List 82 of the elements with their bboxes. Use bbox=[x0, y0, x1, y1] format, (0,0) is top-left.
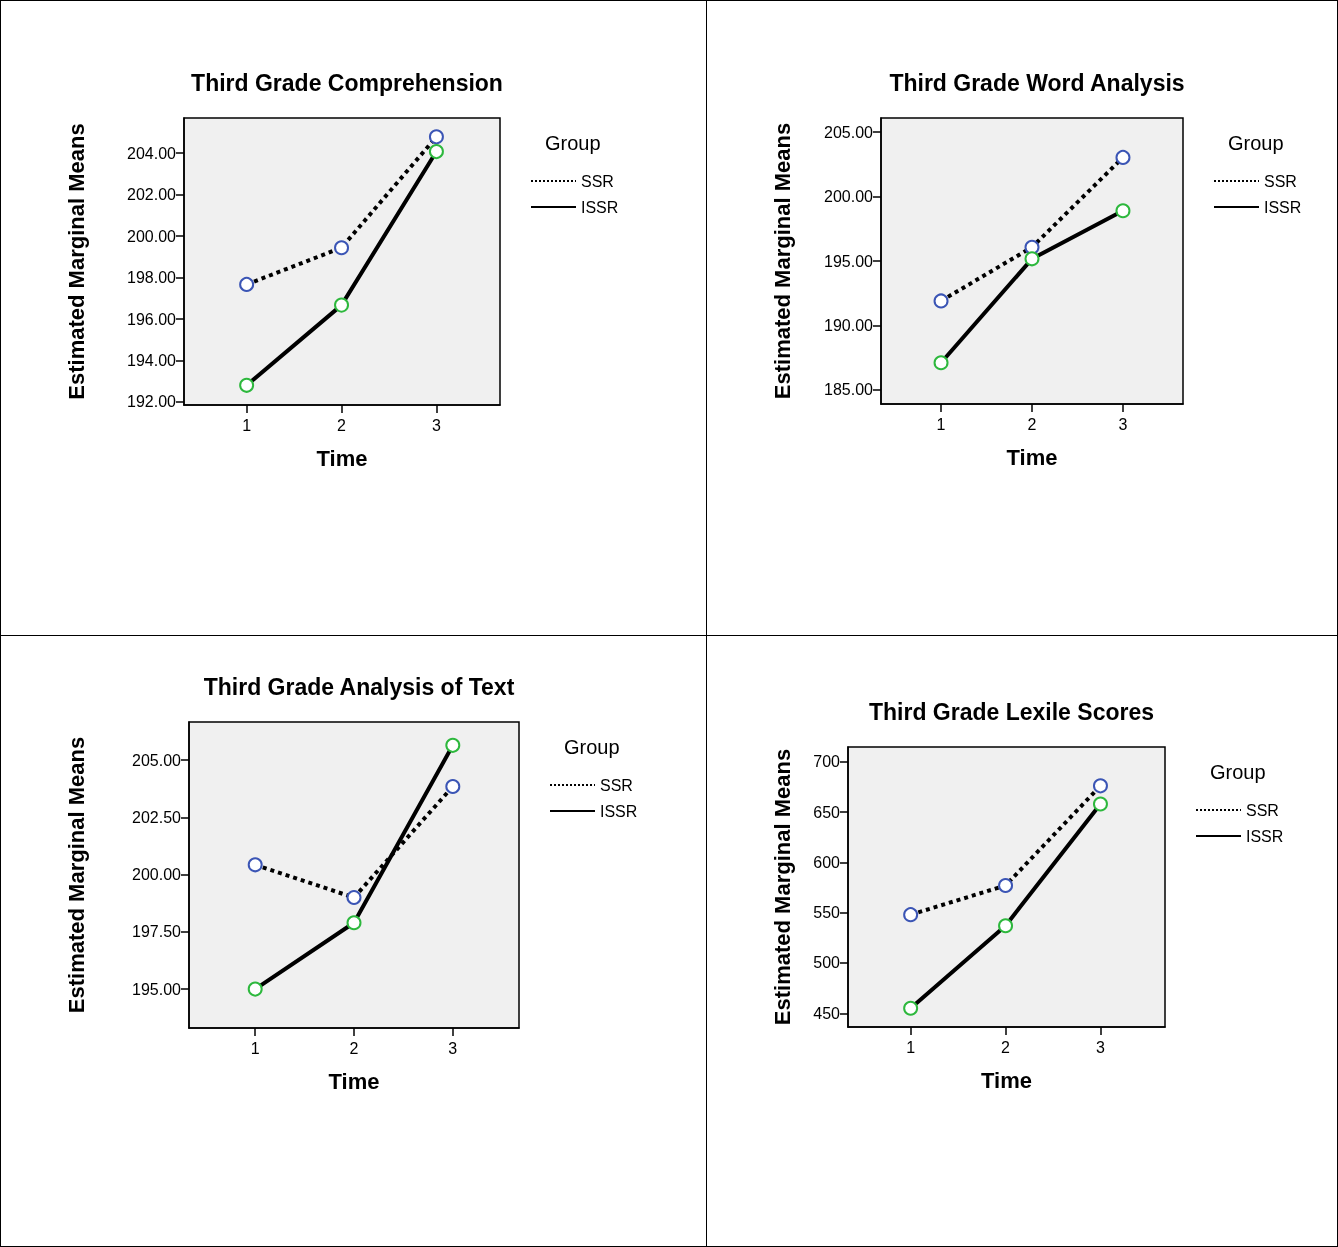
point bbox=[334, 297, 350, 313]
y-tick-label: 195.00 bbox=[824, 252, 874, 270]
point bbox=[1092, 778, 1108, 794]
legend-label: SSR bbox=[581, 172, 614, 190]
point bbox=[445, 737, 461, 753]
point bbox=[428, 144, 444, 160]
legend-label: SSR bbox=[600, 776, 633, 794]
y-axis-title: Estimated Marginal Means bbox=[769, 748, 795, 1026]
legend-label: ISSR bbox=[1264, 198, 1302, 216]
point bbox=[933, 293, 949, 309]
chart-title: Third Grade Lexile Scores bbox=[868, 698, 1155, 725]
y-tick-label: 700 bbox=[813, 753, 841, 771]
legend-label: ISSR bbox=[581, 198, 619, 216]
point bbox=[998, 918, 1014, 934]
point bbox=[1092, 796, 1108, 812]
chart-title: Third Grade Word Analysis bbox=[889, 69, 1185, 96]
x-axis-title: Time bbox=[316, 445, 368, 471]
y-tick-label: 190.00 bbox=[824, 316, 874, 334]
x-tick-label: 3 bbox=[1096, 1038, 1106, 1056]
y-tick-label: 500 bbox=[813, 954, 841, 972]
y-tick-label: 198.00 bbox=[127, 269, 177, 287]
y-tick-label: 195.00 bbox=[132, 980, 182, 998]
y-tick-label: 185.00 bbox=[824, 381, 874, 399]
y-tick-label: 197.50 bbox=[132, 923, 182, 941]
x-tick-label: 2 bbox=[337, 416, 347, 434]
chart-title: Third Grade Comprehension bbox=[191, 69, 503, 96]
y-tick-label: 196.00 bbox=[127, 310, 177, 328]
point bbox=[239, 377, 255, 393]
y-tick-label: 200.00 bbox=[127, 227, 177, 245]
point bbox=[445, 779, 461, 795]
legend-title: Group bbox=[545, 132, 601, 154]
y-tick-label: 192.00 bbox=[127, 393, 177, 411]
legend-label: ISSR bbox=[600, 802, 638, 820]
x-tick-label: 1 bbox=[242, 416, 252, 434]
x-axis-title: Time bbox=[981, 1067, 1032, 1093]
point bbox=[1024, 251, 1040, 267]
x-axis-title: Time bbox=[1006, 444, 1058, 470]
legend-title: Group bbox=[1210, 761, 1266, 783]
x-tick-label: 1 bbox=[906, 1038, 916, 1056]
point bbox=[239, 276, 255, 292]
x-tick-label: 3 bbox=[1118, 415, 1128, 433]
y-tick-label: 200.00 bbox=[824, 188, 874, 206]
x-axis-title: Time bbox=[328, 1068, 380, 1094]
y-tick-label: 205.00 bbox=[824, 123, 874, 141]
y-tick-label: 205.00 bbox=[132, 751, 182, 769]
point bbox=[998, 877, 1014, 893]
x-tick-label: 2 bbox=[1001, 1038, 1011, 1056]
point bbox=[346, 890, 362, 906]
y-tick-label: 202.00 bbox=[127, 186, 177, 204]
x-tick-label: 2 bbox=[349, 1039, 359, 1057]
y-tick-label: 194.00 bbox=[127, 351, 177, 369]
legend-label: SSR bbox=[1246, 801, 1279, 819]
x-tick-label: 3 bbox=[431, 416, 441, 434]
x-tick-label: 3 bbox=[448, 1039, 458, 1057]
point bbox=[1115, 203, 1131, 219]
y-tick-label: 200.00 bbox=[132, 866, 182, 884]
point bbox=[346, 915, 362, 931]
x-tick-label: 1 bbox=[936, 415, 946, 433]
legend-label: SSR bbox=[1264, 172, 1297, 190]
y-axis-title: Estimated Marginal Means bbox=[63, 736, 89, 1014]
point bbox=[933, 355, 949, 371]
point bbox=[334, 240, 350, 256]
y-tick-label: 204.00 bbox=[127, 144, 177, 162]
y-axis-title: Estimated Marginal Means bbox=[769, 122, 795, 400]
legend-title: Group bbox=[1228, 132, 1284, 154]
point bbox=[247, 981, 263, 997]
y-tick-label: 450 bbox=[813, 1004, 841, 1022]
legend-label: ISSR bbox=[1246, 827, 1284, 845]
point bbox=[903, 1000, 919, 1016]
y-tick-label: 600 bbox=[813, 853, 841, 871]
y-tick-label: 202.50 bbox=[132, 808, 182, 826]
x-tick-label: 2 bbox=[1027, 415, 1037, 433]
y-axis-title: Estimated Marginal Means bbox=[63, 123, 89, 400]
point bbox=[903, 907, 919, 923]
point bbox=[247, 857, 263, 873]
point bbox=[428, 129, 444, 145]
legend-title: Group bbox=[564, 736, 620, 758]
point bbox=[1115, 149, 1131, 165]
x-tick-label: 1 bbox=[250, 1039, 260, 1057]
chart-title: Third Grade Analysis of Text bbox=[203, 673, 515, 700]
y-tick-label: 650 bbox=[813, 803, 841, 821]
y-tick-label: 550 bbox=[813, 904, 841, 922]
